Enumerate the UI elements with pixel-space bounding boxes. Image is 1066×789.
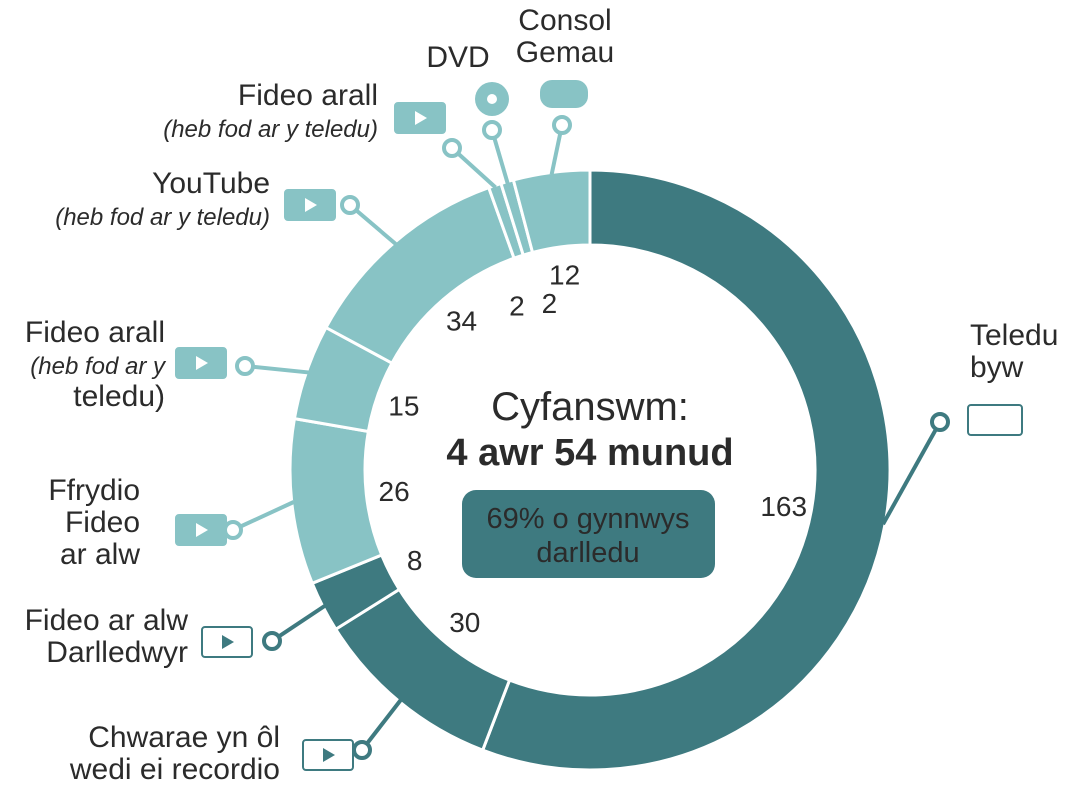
leader-line [881, 421, 942, 526]
center-total: 4 awr 54 munud [446, 432, 733, 474]
icon [196, 523, 208, 537]
category-label: Fideo arall (heb fod ar y teledu) [163, 79, 378, 143]
donut-segment [288, 416, 384, 586]
leader-line [244, 364, 309, 375]
icon [323, 748, 335, 762]
leader-line [270, 604, 326, 643]
value-label: 2 [542, 288, 558, 319]
leader-line [348, 203, 398, 246]
value-label: 163 [760, 491, 807, 522]
value-label: 2 [509, 291, 525, 322]
leader-dot [223, 520, 243, 540]
category-label: Fideo arall (heb fod ar y teledu) [25, 316, 167, 413]
icon [196, 356, 208, 370]
category-label: DVD [426, 41, 489, 74]
category-label: Teledu byw [970, 319, 1058, 384]
leader-dot [262, 631, 282, 651]
value-label: 8 [407, 545, 423, 576]
value-label: 34 [446, 306, 477, 337]
leader-dot [340, 195, 360, 215]
category-label: YouTube (heb fod ar y teledu) [55, 167, 270, 231]
center-title: Cyfanswm: [491, 385, 689, 429]
leader-dot [930, 412, 950, 432]
badge-text: 69% o gynnwys darlledu [486, 503, 689, 569]
icon [222, 635, 234, 649]
value-label: 12 [549, 260, 580, 291]
leader-line [360, 698, 403, 752]
leader-dot [352, 740, 372, 760]
icon [305, 198, 317, 212]
leader-dot [552, 115, 572, 135]
icon [415, 111, 427, 125]
leader-dot [235, 356, 255, 376]
icon [967, 404, 1023, 436]
donut-segment [511, 168, 592, 255]
category-label: Ffrydio Fideo ar alw [48, 474, 140, 571]
value-label: 26 [379, 476, 410, 507]
icon [487, 94, 497, 104]
leader-dot [442, 138, 462, 158]
leader-line [232, 500, 295, 532]
badge-box [462, 490, 715, 578]
leader-dot [482, 120, 502, 140]
value-label: 15 [388, 391, 419, 422]
donut-segment [480, 168, 892, 772]
category-label: Chwarae yn ôl wedi ei recordio [69, 721, 280, 786]
value-label: 30 [449, 607, 480, 638]
category-label: Fideo ar alw Darlledwyr [25, 604, 189, 669]
category-label: Consol Gemau [516, 4, 614, 69]
icon [540, 80, 588, 108]
